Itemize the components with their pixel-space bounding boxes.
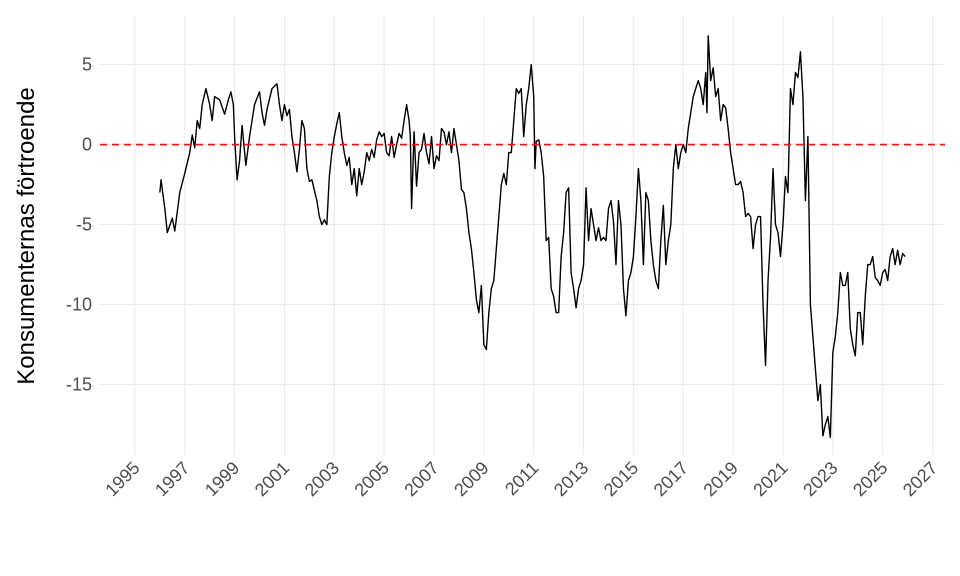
x-tick-label: 2027 <box>899 458 941 500</box>
x-tick-label: 1999 <box>201 458 243 500</box>
y-axis-label: Konsumenternas förtroende <box>13 87 40 385</box>
x-tick-label: 2019 <box>699 458 741 500</box>
x-tick-label: 2009 <box>450 458 492 500</box>
x-tick-label: 1997 <box>151 458 193 500</box>
x-tick-label: 2017 <box>650 458 692 500</box>
x-tick-label: 2013 <box>550 458 592 500</box>
x-tick-label: 2025 <box>849 458 891 500</box>
y-tick-label: -15 <box>66 375 92 395</box>
data-line <box>159 35 906 439</box>
x-tick-label: 2023 <box>799 458 841 500</box>
y-tick-label: 0 <box>82 135 92 155</box>
y-tick-label: -5 <box>76 215 92 235</box>
y-tick-label: -10 <box>66 295 92 315</box>
x-tick-label: 2007 <box>400 458 442 500</box>
x-tick-label: 1995 <box>101 458 143 500</box>
x-tick-label: 2021 <box>749 458 791 500</box>
x-tick-label: 2015 <box>600 458 642 500</box>
x-tick-label: 2011 <box>501 458 543 500</box>
y-tick-label: 5 <box>82 55 92 75</box>
x-tick-label: 2005 <box>351 458 393 500</box>
x-tick-label: 2001 <box>251 458 293 500</box>
x-tick-label: 2003 <box>301 458 343 500</box>
